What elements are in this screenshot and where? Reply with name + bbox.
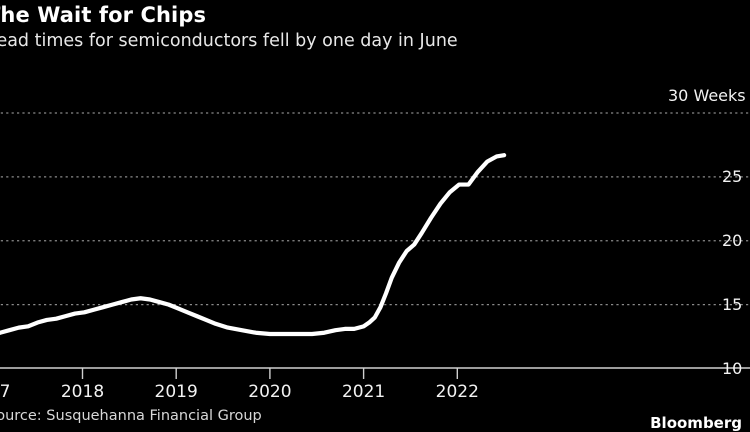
gridlines-group <box>0 112 750 306</box>
source-note: Source: Susquehanna Financial Group <box>0 408 262 424</box>
y-axis-label-30: 30 Weeks <box>668 86 746 105</box>
bloomberg-logo: Bloomberg <box>650 414 742 432</box>
y-axis-label-15: 15 <box>722 294 743 314</box>
x-axis-label-2019: 2019 <box>154 382 198 402</box>
x-axis-label-2020: 2020 <box>248 382 292 402</box>
x-tick-marks-group <box>81 368 458 379</box>
page-title: The Wait for Chips <box>0 3 207 27</box>
y-axis-label-25: 25 <box>722 166 743 186</box>
x-axis-label-2017: 2017 <box>0 382 11 402</box>
chart-subtitle: Lead times for semiconductors fell by on… <box>0 31 458 51</box>
x-axis-label-2021: 2021 <box>341 382 386 402</box>
x-axis-label-2022: 2022 <box>435 382 479 402</box>
x-axis-label-2018: 2018 <box>60 382 105 402</box>
data-line-semiconductor-lead-times <box>0 153 507 337</box>
y-axis-label-10: 10 <box>722 358 743 378</box>
y-axis-label-20: 20 <box>722 230 743 250</box>
